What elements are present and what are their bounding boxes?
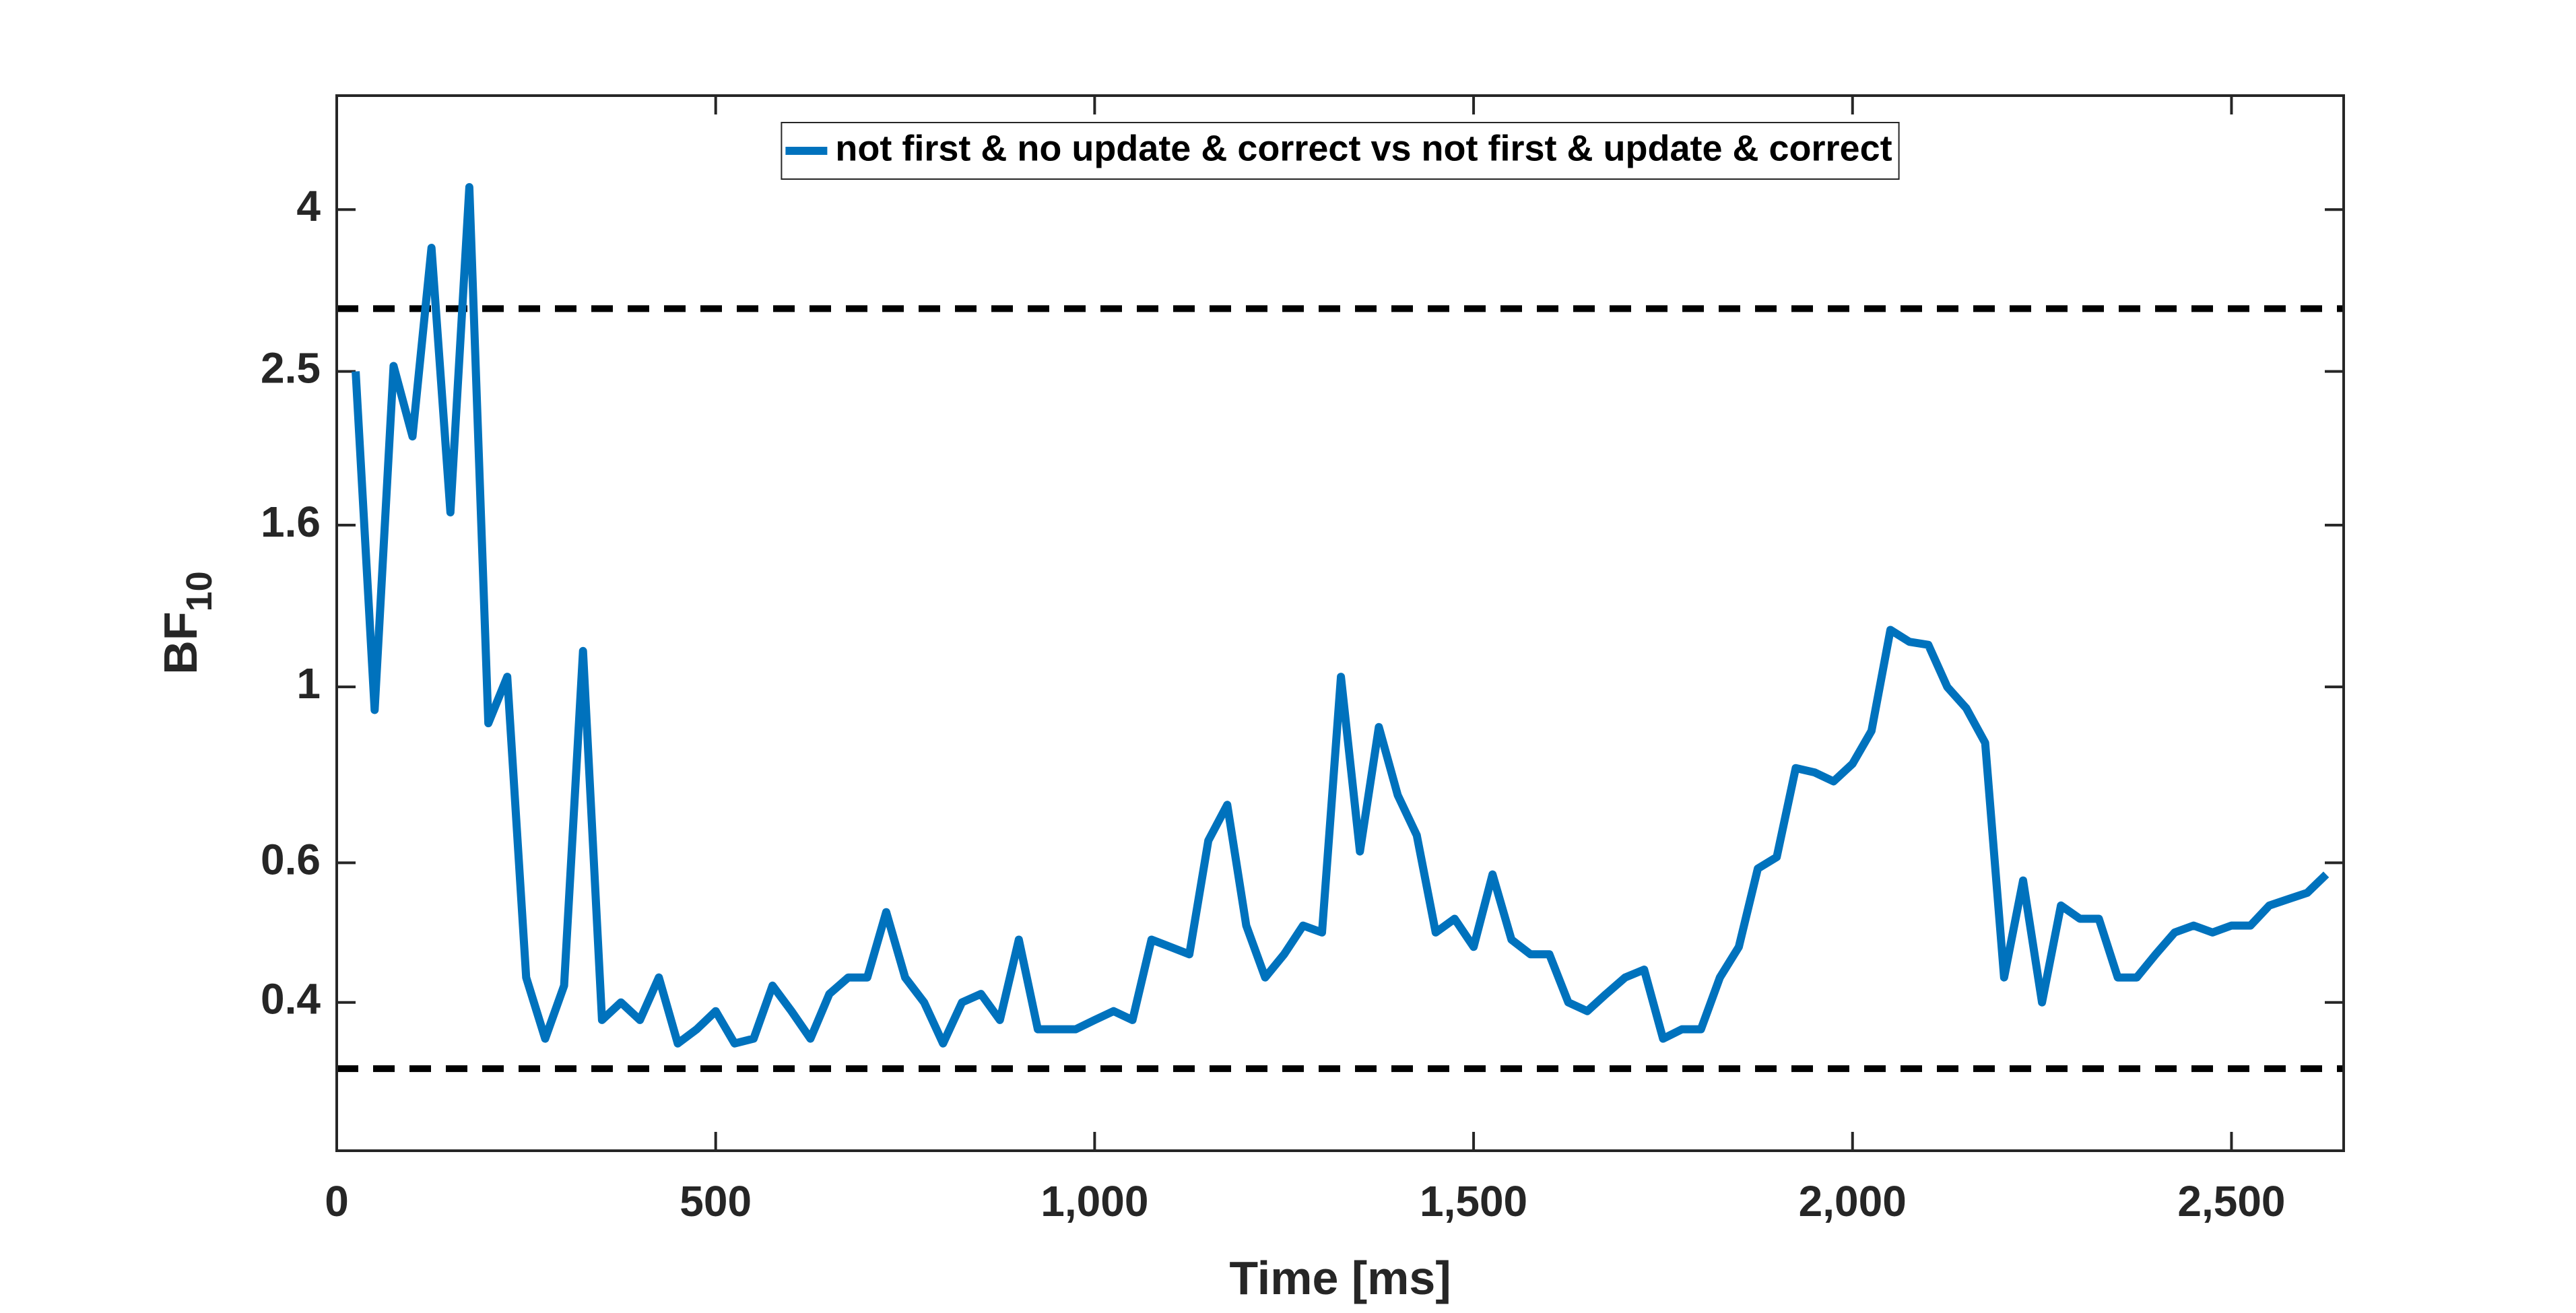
- y-axis-label-main: BF: [154, 611, 207, 674]
- x-tick-label: 2,000: [1799, 1177, 1907, 1225]
- y-axis-label-subscript: 10: [179, 571, 220, 611]
- x-tick-label: 1,500: [1420, 1177, 1527, 1225]
- y-axis-label: BF10: [154, 571, 220, 674]
- x-tick-label: 2,500: [2177, 1177, 2285, 1225]
- y-tick-label: 1: [296, 659, 321, 708]
- plot-frame: [335, 94, 2345, 1152]
- y-tick-label: 4: [296, 182, 321, 230]
- y-tick-label: 0.6: [261, 835, 321, 883]
- y-tick-label: 2.5: [261, 344, 321, 393]
- x-axis-label: Time [ms]: [1229, 1252, 1451, 1304]
- y-tick-label: 0.4: [261, 975, 321, 1023]
- y-tick-label: 1.6: [261, 498, 321, 546]
- x-tick-label: 0: [325, 1177, 349, 1225]
- legend-text: not first & no update & correct vs not f…: [835, 128, 1892, 168]
- x-tick-label: 500: [680, 1177, 752, 1225]
- data-line: [352, 182, 2330, 1048]
- x-tick-label: 1,000: [1041, 1177, 1148, 1225]
- legend-box: [781, 122, 1900, 180]
- legend: not first & no update & correct vs not f…: [781, 122, 1900, 180]
